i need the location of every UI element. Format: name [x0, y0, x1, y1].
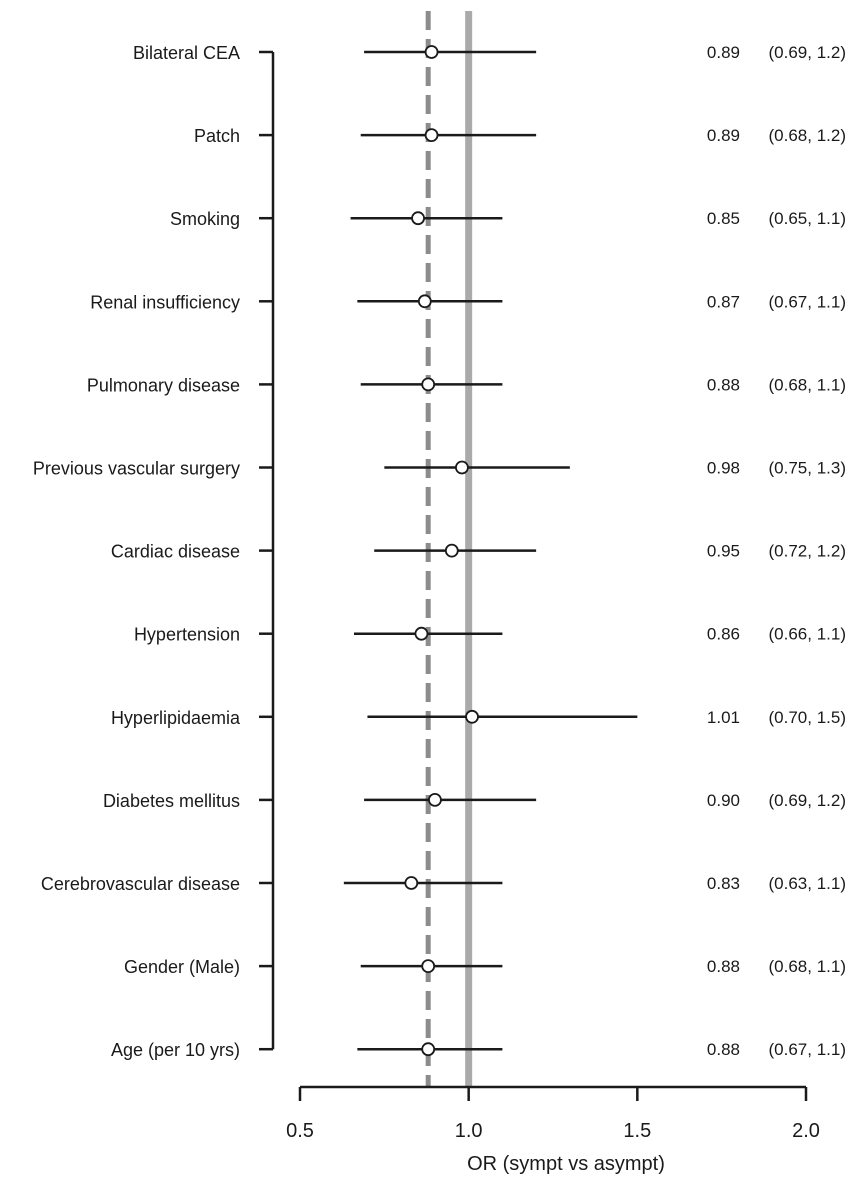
or-point-hypertension [414, 626, 429, 641]
or-value-gender-male: 0.88 [707, 957, 740, 976]
ci-value-previous-vascular-surgery: (0.75, 1.3) [769, 459, 847, 478]
row-label-cerebrovascular-disease: Cerebrovascular disease [41, 874, 240, 894]
or-value-hyperlipidaemia: 1.01 [707, 708, 740, 727]
or-point-renal-insufficiency [417, 294, 432, 309]
or-value-renal-insufficiency: 0.87 [707, 292, 740, 311]
or-point-bilateral-cea [424, 45, 439, 59]
ci-value-hypertension: (0.66, 1.1) [769, 625, 847, 644]
ci-value-hyperlipidaemia: (0.70, 1.5) [769, 708, 847, 727]
x-tick-label-3: 2.0 [792, 1120, 820, 1142]
ci-value-smoking: (0.65, 1.1) [769, 209, 847, 228]
row-label-age-per-10-yrs: Age (per 10 yrs) [111, 1040, 240, 1060]
or-value-cerebrovascular-disease: 0.83 [707, 874, 740, 893]
ci-value-bilateral-cea: (0.69, 1.2) [769, 43, 847, 62]
or-point-cerebrovascular-disease [404, 876, 419, 890]
x-axis-title: OR (sympt vs asympt) [467, 1153, 665, 1175]
or-point-diabetes-mellitus [428, 793, 442, 807]
ci-value-diabetes-mellitus: (0.69, 1.2) [769, 791, 847, 810]
or-value-smoking: 0.85 [707, 209, 740, 228]
x-tick-label-2: 1.5 [623, 1120, 651, 1142]
row-label-gender-male: Gender (Male) [124, 957, 240, 977]
row-label-hyperlipidaemia: Hyperlipidaemia [111, 708, 241, 728]
ci-value-cerebrovascular-disease: (0.63, 1.1) [769, 874, 847, 893]
row-label-hypertension: Hypertension [134, 625, 240, 645]
ci-value-cardiac-disease: (0.72, 1.2) [769, 542, 847, 561]
row-label-previous-vascular-surgery: Previous vascular surgery [33, 459, 240, 479]
or-point-gender-male [421, 959, 436, 973]
ci-value-age-per-10-yrs: (0.67, 1.1) [769, 1040, 847, 1059]
or-point-hyperlipidaemia [465, 709, 479, 724]
row-label-smoking: Smoking [170, 209, 240, 229]
or-point-previous-vascular-surgery [455, 460, 469, 475]
ci-value-renal-insufficiency: (0.67, 1.1) [769, 292, 847, 311]
row-label-cardiac-disease: Cardiac disease [111, 542, 240, 562]
or-value-age-per-10-yrs: 0.88 [707, 1040, 740, 1059]
or-point-smoking [411, 211, 425, 226]
or-value-hypertension: 0.86 [707, 625, 740, 644]
or-point-patch [424, 128, 439, 143]
or-point-pulmonary-disease [421, 377, 436, 392]
or-point-cardiac-disease [444, 543, 459, 558]
or-point-age-per-10-yrs [421, 1042, 436, 1057]
ci-value-pulmonary-disease: (0.68, 1.1) [769, 375, 847, 394]
x-tick-label-0: 0.5 [286, 1120, 314, 1142]
ci-value-gender-male: (0.68, 1.1) [769, 957, 847, 976]
row-label-pulmonary-disease: Pulmonary disease [87, 375, 240, 395]
x-tick-label-1: 1.0 [455, 1120, 483, 1142]
or-value-diabetes-mellitus: 0.90 [707, 791, 740, 810]
or-value-cardiac-disease: 0.95 [707, 542, 740, 561]
row-label-diabetes-mellitus: Diabetes mellitus [103, 791, 240, 811]
or-value-previous-vascular-surgery: 0.98 [707, 459, 740, 478]
or-value-bilateral-cea: 0.89 [707, 43, 740, 62]
or-value-patch: 0.89 [707, 126, 740, 145]
or-value-pulmonary-disease: 0.88 [707, 375, 740, 394]
row-label-bilateral-cea: Bilateral CEA [133, 43, 240, 63]
row-label-patch: Patch [194, 126, 240, 146]
row-label-renal-insufficiency: Renal insufficiency [90, 292, 240, 312]
ci-value-patch: (0.68, 1.2) [769, 126, 847, 145]
